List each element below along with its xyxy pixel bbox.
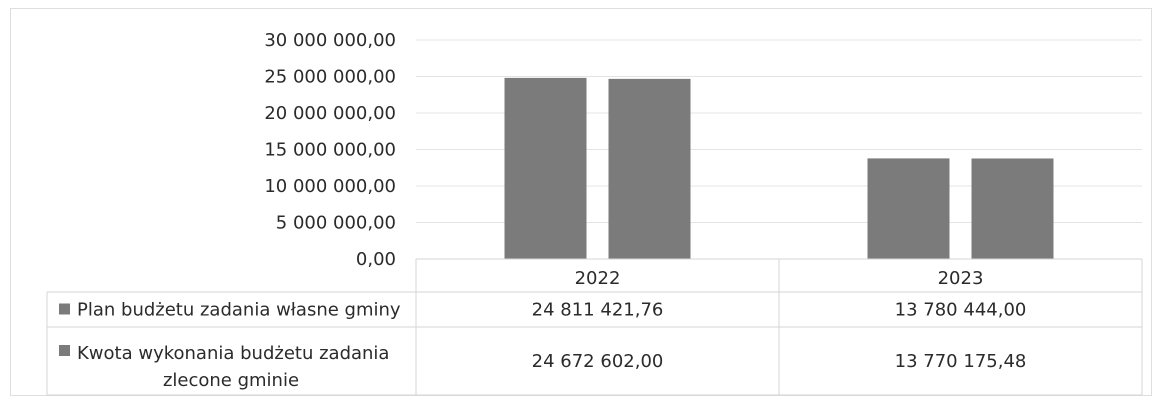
- legend-swatch: [59, 303, 70, 315]
- bar-chart: 0,00 5 000 000,00 10 000 000,00 15 000 000,…: [46, 30, 1143, 396]
- x-category-label: 2022: [575, 268, 621, 289]
- bar: [971, 158, 1054, 259]
- series-name: Plan budżetu zadania własne gminy: [77, 300, 401, 321]
- series-name: zlecone gminie: [163, 370, 299, 391]
- x-category-label: 2023: [938, 268, 984, 289]
- series-name: Kwota wykonania budżetu zadania: [77, 343, 389, 364]
- data-value-label: 24 672 602,00: [532, 351, 664, 372]
- y-tick-label: 15 000 000,00: [264, 140, 396, 161]
- chart-frame: 0,00 5 000 000,00 10 000 000,00 15 000 000,…: [10, 8, 1152, 396]
- bar: [867, 158, 950, 259]
- y-tick-label: 10 000 000,00: [264, 176, 396, 197]
- y-tick-label: 5 000 000,00: [276, 213, 396, 234]
- y-tick-label: 0,00: [356, 249, 396, 270]
- y-tick-label: 20 000 000,00: [264, 103, 396, 124]
- bar: [608, 78, 691, 259]
- data-value-label: 24 811 421,76: [532, 300, 664, 321]
- data-value-label: 13 770 175,48: [895, 351, 1027, 372]
- legend-swatch: [59, 345, 70, 356]
- y-tick-label: 25 000 000,00: [264, 67, 396, 88]
- bar: [504, 77, 587, 259]
- data-value-label: 13 780 444,00: [895, 300, 1027, 321]
- y-tick-label: 30 000 000,00: [264, 30, 396, 51]
